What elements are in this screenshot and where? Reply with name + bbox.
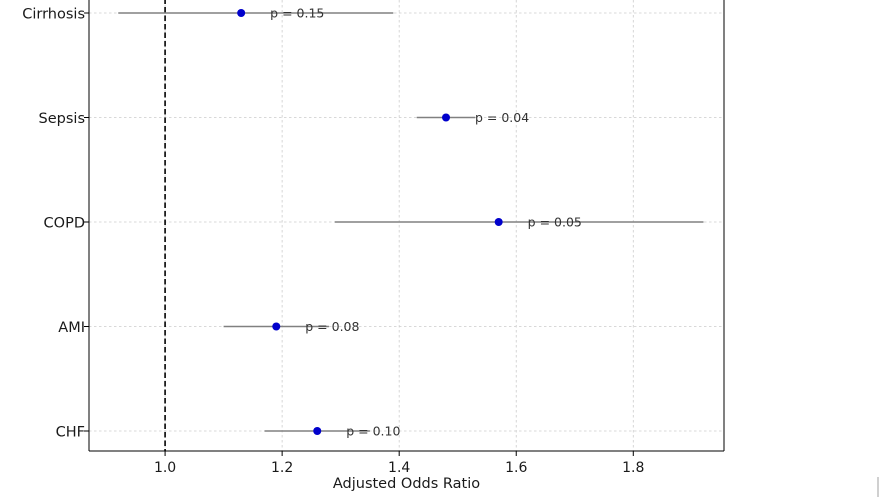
or-point-sepsis bbox=[442, 113, 451, 122]
or-point-ami bbox=[272, 322, 281, 331]
p-label-cirrhosis: p = 0.15 bbox=[270, 6, 324, 21]
x-tick-label-4: 1.8 bbox=[622, 460, 644, 476]
scrollbar-edge bbox=[877, 477, 879, 497]
x-tick-labels: 1.0 1.2 1.4 1.6 1.8 bbox=[154, 460, 644, 476]
category-label-chf: CHF bbox=[56, 425, 85, 441]
p-label-sepsis: p = 0.04 bbox=[475, 110, 529, 125]
odds-ratio-points bbox=[237, 9, 503, 435]
category-label-sepsis: Sepsis bbox=[39, 111, 85, 127]
x-tick-label-2: 1.4 bbox=[388, 460, 410, 476]
x-axis-title: Adjusted Odds Ratio bbox=[333, 476, 480, 492]
x-tick-label-1: 1.2 bbox=[271, 460, 293, 476]
p-label-copd: p = 0.05 bbox=[528, 215, 582, 230]
p-label-ami: p = 0.08 bbox=[305, 319, 359, 334]
category-labels: Cirrhosis Sepsis COPD AMI CHF bbox=[22, 7, 85, 441]
or-point-cirrhosis bbox=[237, 9, 246, 17]
or-point-chf bbox=[313, 427, 322, 435]
category-label-ami: AMI bbox=[58, 320, 85, 336]
or-point-copd bbox=[494, 218, 503, 226]
x-tick-label-0: 1.0 bbox=[154, 460, 176, 476]
p-label-chf: p = 0.10 bbox=[346, 424, 400, 439]
x-tick-label-3: 1.6 bbox=[505, 460, 527, 476]
grid-lines bbox=[89, 0, 724, 451]
category-label-cirrhosis: Cirrhosis bbox=[22, 7, 85, 23]
p-value-labels: p = 0.15 p = 0.04 p = 0.05 p = 0.08 p = 0.10 bbox=[270, 6, 582, 439]
category-label-copd: COPD bbox=[44, 216, 85, 232]
axes bbox=[84, 0, 725, 456]
